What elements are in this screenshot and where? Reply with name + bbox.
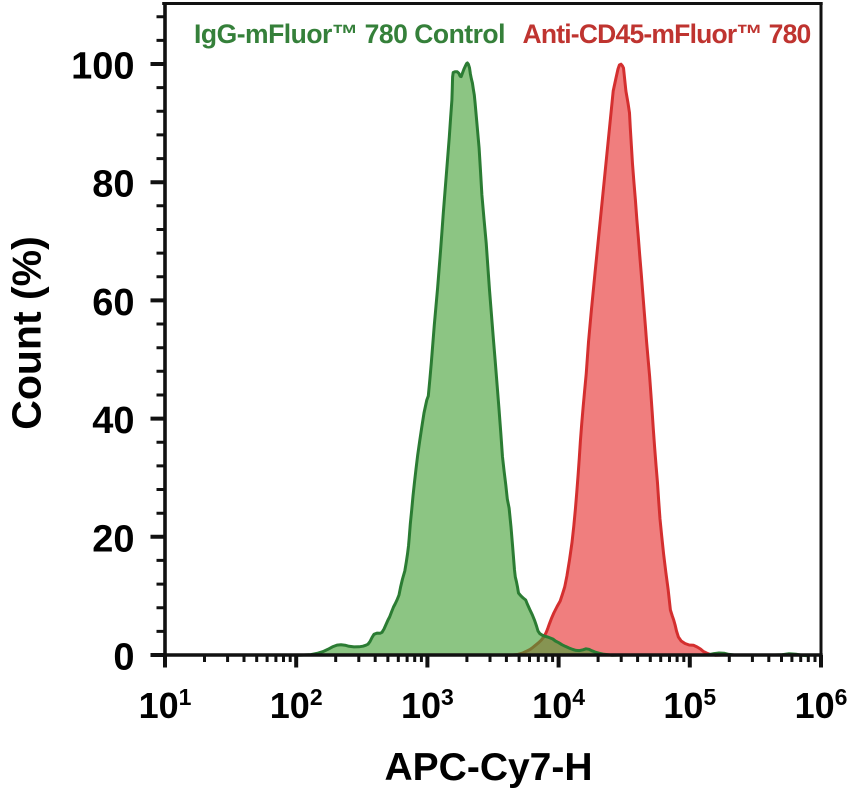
svg-text:Count (%): Count (%) xyxy=(4,236,50,430)
svg-text:60: 60 xyxy=(92,282,134,324)
svg-text:100: 100 xyxy=(71,46,134,88)
svg-text:0: 0 xyxy=(113,637,134,679)
svg-text:Anti-CD45-mFluor™ 780: Anti-CD45-mFluor™ 780 xyxy=(523,19,811,49)
svg-text:20: 20 xyxy=(92,518,134,560)
svg-text:106: 106 xyxy=(795,684,848,726)
svg-text:40: 40 xyxy=(92,400,134,442)
svg-text:IgG-mFluor™ 780 Control: IgG-mFluor™ 780 Control xyxy=(194,19,505,49)
svg-text:APC-Cy7-H: APC-Cy7-H xyxy=(384,746,592,789)
svg-text:80: 80 xyxy=(92,164,134,206)
